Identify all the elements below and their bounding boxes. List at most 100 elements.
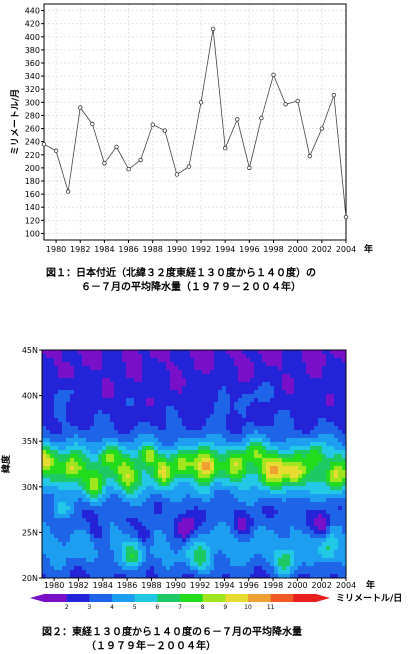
heatmap-cell-3308 <box>274 358 278 362</box>
heatmap-cell-4051 <box>326 366 330 370</box>
heatmap-cell-1271 <box>130 418 134 422</box>
heatmap-cell-3580 <box>290 534 294 538</box>
heatmap-cell-3981 <box>318 542 322 546</box>
heatmap-cell-4313 <box>342 502 346 506</box>
heatmap-cell-3581 <box>290 538 294 542</box>
heatmap-cell-3801 <box>306 506 310 510</box>
heatmap-cell-3908 <box>314 478 318 482</box>
heatmap-cell-1105 <box>118 438 122 442</box>
heatmap-cell-3329 <box>274 442 278 446</box>
heatmap-cell-4015 <box>322 450 326 454</box>
heatmap-cell-3808 <box>306 534 310 538</box>
heatmap-cell-2292 <box>202 398 206 402</box>
heatmap-cell-19 <box>42 426 46 430</box>
heatmap-cell-1630 <box>154 486 158 490</box>
heatmap-cell-2504 <box>214 562 218 566</box>
heatmap-cell-3782 <box>306 430 310 434</box>
heatmap-cell-619 <box>82 546 86 550</box>
heatmap-cell-3292 <box>270 522 274 526</box>
heatmap-cell-2444 <box>210 550 214 554</box>
heatmap-cell-3771 <box>306 386 310 390</box>
heatmap-cell-2261 <box>198 502 202 506</box>
heatmap-cell-3982 <box>318 546 322 550</box>
heatmap-cell-1077 <box>114 554 118 558</box>
heatmap-cell-4253 <box>338 490 342 494</box>
heatmap-cell-3261 <box>270 398 274 402</box>
heatmap-cell-4164 <box>334 362 338 366</box>
heatmap-cell-3381 <box>278 422 282 426</box>
heatmap-cell-3235 <box>266 522 270 526</box>
heatmap-cell-1030 <box>114 366 118 370</box>
heatmap-cell-3650 <box>298 358 302 362</box>
heatmap-cell-4037 <box>322 538 326 542</box>
heatmap-cell-3368 <box>278 370 282 374</box>
heatmap-cell-3873 <box>310 566 314 570</box>
heatmap-cell-451 <box>70 558 74 562</box>
heatmap-cell-1772 <box>166 370 170 374</box>
heatmap-cell-934 <box>106 438 110 442</box>
heatmap-cell-3841 <box>310 438 314 442</box>
heatmap-cell-2480 <box>214 466 218 470</box>
heatmap-cell-2524 <box>218 414 222 418</box>
heatmap-cell-3844 <box>310 450 314 454</box>
heatmap-cell-1672 <box>158 426 162 430</box>
heatmap-cell-4027 <box>322 498 326 502</box>
heatmap-cell-2208 <box>194 518 198 522</box>
heatmap-cell-817 <box>98 426 102 430</box>
heatmap-cell-1914 <box>174 482 178 486</box>
heatmap-cell-1342 <box>134 474 138 478</box>
heatmap-cell-1582 <box>150 522 154 526</box>
heatmap-cell-310 <box>62 450 66 454</box>
heatmap-x-axis-label: 年 <box>366 579 375 591</box>
heatmap-cell-1180 <box>122 510 126 514</box>
heatmap-cell-754 <box>94 402 98 406</box>
heatmap-cell-2475 <box>214 446 218 450</box>
heatmap-cell-3934 <box>318 354 322 358</box>
heatmap-cell-1187 <box>122 538 126 542</box>
heatmap-cell-2201 <box>194 490 198 494</box>
heatmap-cell-2132 <box>190 442 194 446</box>
heatmap-cell-715 <box>90 474 94 478</box>
heatmap-cell-3720 <box>302 410 306 414</box>
heatmap-cell-1246 <box>126 546 130 550</box>
heatmap-cell-3070 <box>254 546 258 550</box>
heatmap-cell-4327 <box>342 558 346 562</box>
heatmap-cell-4013 <box>322 442 326 446</box>
heatmap-cell-1508 <box>146 454 150 458</box>
heatmap-cell-1506 <box>146 446 150 450</box>
heatmap-cell-1084 <box>118 354 122 358</box>
heatmap-cell-2562 <box>218 566 222 570</box>
heatmap-cell-2702 <box>230 442 234 446</box>
heatmap-cell-4247 <box>338 466 342 470</box>
heatmap-cell-1744 <box>162 486 166 490</box>
heatmap-cell-758 <box>94 418 98 422</box>
heatmap-cell-4208 <box>334 538 338 542</box>
heatmap-cell-2695 <box>230 414 234 418</box>
heatmap-cell-1605 <box>154 386 158 390</box>
heatmap-cell-1671 <box>158 422 162 426</box>
heatmap-cell-1003 <box>110 486 114 490</box>
heatmap-cell-2230 <box>198 378 202 382</box>
heatmap-cell-230 <box>58 358 62 362</box>
heatmap-cell-2924 <box>246 418 250 422</box>
heatmap-cell-2666 <box>226 526 230 530</box>
heatmap-cell-2713 <box>230 486 234 490</box>
heatmap-cell-3573 <box>290 506 294 510</box>
heatmap-cell-3111 <box>258 482 262 486</box>
heatmap-cell-4219 <box>338 354 342 358</box>
heatmap-cell-503 <box>74 538 78 542</box>
heatmap-cell-1941 <box>178 362 182 366</box>
heatmap-cell-1037 <box>114 394 118 398</box>
heatmap-cell-953 <box>106 514 110 518</box>
heatmap-cell-3964 <box>318 474 322 478</box>
heatmap-cell-1898 <box>174 418 178 422</box>
heatmap-cell-3704 <box>298 574 302 578</box>
heatmap-cell-2152 <box>190 522 194 526</box>
heatmap-cell-749 <box>94 382 98 386</box>
heatmap-cell-992 <box>110 442 114 446</box>
heatmap-cell-3483 <box>286 374 290 378</box>
heatmap-cell-1183 <box>122 522 126 526</box>
heatmap-cell-4190 <box>334 466 338 470</box>
heatmap-cell-2684 <box>230 370 234 374</box>
heatmap-cell-994 <box>110 450 114 454</box>
